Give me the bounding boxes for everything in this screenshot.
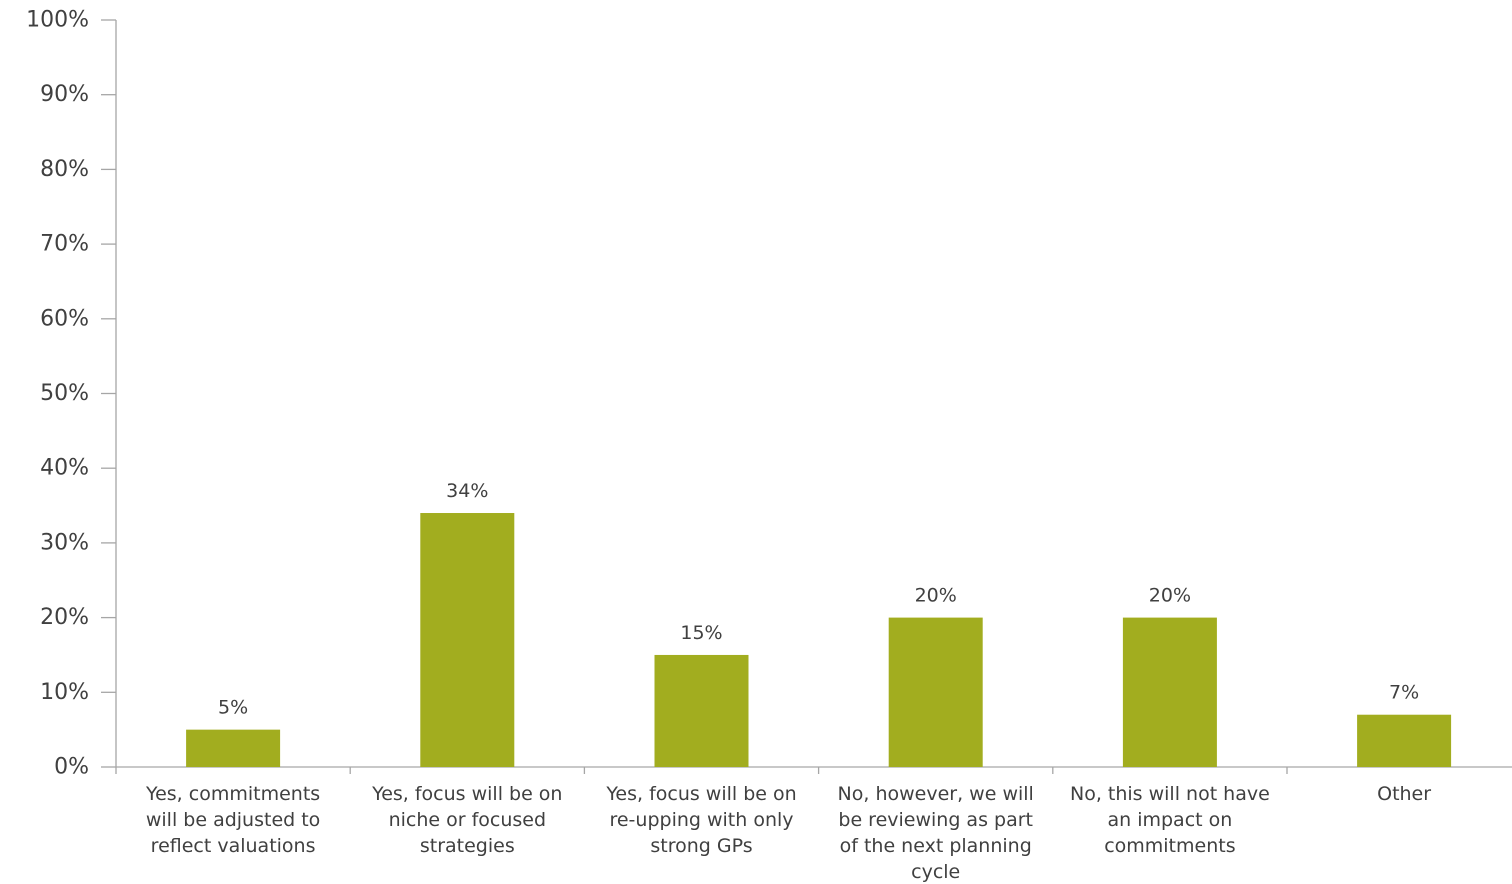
y-tick-label: 60% xyxy=(40,306,89,331)
data-label: 7% xyxy=(1389,682,1419,704)
bar xyxy=(1122,617,1217,767)
category-label: Other xyxy=(1377,783,1431,805)
data-label: 34% xyxy=(446,480,488,502)
data-label: 5% xyxy=(218,697,248,719)
y-tick-label: 90% xyxy=(40,82,89,107)
y-tick-label: 40% xyxy=(40,456,89,481)
y-tick-label: 10% xyxy=(40,680,89,705)
y-axis-ticks: 0% 10% 20% 30% 40% 50% 60% 70% 80% 90% 100% xyxy=(26,8,116,780)
data-label: 15% xyxy=(680,622,722,644)
bar xyxy=(186,729,281,767)
bar xyxy=(654,654,749,767)
bar xyxy=(1357,714,1452,767)
y-tick-label: 100% xyxy=(26,8,89,33)
x-axis-ticks xyxy=(115,767,1288,774)
data-labels-group: 5% 34% 15% 20% 20% 7% xyxy=(218,480,1419,719)
y-tick-label: 20% xyxy=(40,605,89,630)
y-tick-label: 80% xyxy=(40,157,89,182)
bars-group xyxy=(186,513,1452,767)
bar xyxy=(888,617,983,767)
data-label: 20% xyxy=(1149,585,1191,607)
category-label: No, however, we will be reviewing as part… xyxy=(838,783,1034,883)
category-label: Yes, commitments will be adjusted to refle… xyxy=(145,783,320,857)
y-tick-label: 30% xyxy=(40,530,89,555)
category-label: Yes, focus will be on re-upping with only… xyxy=(605,783,796,857)
data-label: 20% xyxy=(915,585,957,607)
y-tick-label: 0% xyxy=(54,755,89,780)
category-labels-group: Yes, commitments will be adjusted to refle… xyxy=(145,783,1431,883)
y-tick-label: 50% xyxy=(40,381,89,406)
category-label: No, this will not have an impact on commit… xyxy=(1070,783,1270,857)
category-label: Yes, focus will be on niche or focused str… xyxy=(371,783,562,857)
bar xyxy=(420,513,515,767)
y-tick-label: 70% xyxy=(40,232,89,257)
